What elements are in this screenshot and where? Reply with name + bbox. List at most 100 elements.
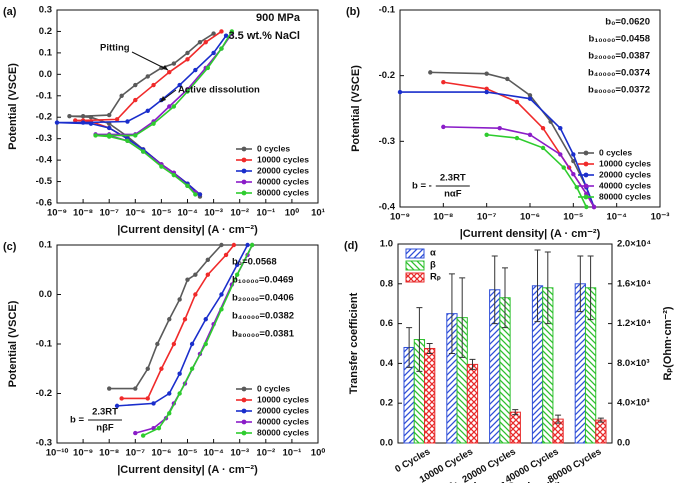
- x-tick-label: 10⁻⁷: [126, 448, 146, 459]
- marker: [185, 57, 190, 62]
- legend-label: 0 cycles: [257, 143, 290, 153]
- x-axis-label: Number of Cycles (N): [449, 481, 561, 483]
- marker: [441, 80, 446, 85]
- x-tick-label: 10⁻⁵: [151, 208, 171, 219]
- x-tick-label: 10⁻²: [256, 448, 275, 459]
- legend-marker: [241, 146, 247, 152]
- marker: [155, 341, 160, 347]
- marker: [514, 135, 520, 141]
- marker: [171, 341, 177, 347]
- marker: [182, 317, 188, 322]
- marker: [185, 183, 190, 189]
- legend-marker: [583, 194, 589, 200]
- marker: [167, 104, 172, 109]
- marker: [591, 204, 597, 210]
- marker: [205, 272, 211, 277]
- marker: [151, 82, 156, 88]
- y-tick-label: -0.2: [379, 70, 395, 81]
- annotation: b₂₀₀₀₀=0.0406: [232, 293, 294, 304]
- marker: [133, 430, 138, 436]
- marker: [193, 192, 198, 197]
- y-tick-label: -0.5: [36, 176, 53, 187]
- x-tick-label: 10⁻⁷: [99, 208, 119, 219]
- bar: [424, 347, 436, 444]
- marker: [203, 317, 208, 322]
- marker: [177, 371, 182, 376]
- x-axis-label: |Current density| (A · cm⁻²): [460, 228, 601, 240]
- marker: [151, 401, 156, 406]
- marker: [167, 69, 172, 75]
- marker: [484, 132, 489, 137]
- marker: [203, 39, 208, 45]
- formula-lhs: b = -: [412, 181, 432, 192]
- y-tick-label: -0.4: [36, 155, 53, 166]
- marker: [234, 272, 240, 277]
- x-tick-label: 10⁻⁴: [607, 212, 628, 223]
- annotation: b₀=0.0620: [605, 17, 650, 28]
- y-tick-label: -0.6: [36, 198, 52, 209]
- marker: [145, 366, 150, 371]
- marker: [193, 292, 198, 297]
- y-tick-label: -0.4: [379, 202, 396, 213]
- marker: [189, 341, 195, 347]
- marker: [114, 403, 120, 409]
- legend-label: β: [430, 260, 436, 271]
- marker: [177, 297, 182, 302]
- marker: [167, 391, 172, 396]
- legend-label: α: [430, 248, 436, 259]
- marker: [584, 204, 589, 210]
- marker: [219, 29, 224, 34]
- marker: [156, 425, 162, 431]
- marker: [223, 252, 229, 258]
- y-axis-label: Potential (VSCE): [350, 65, 362, 152]
- marker: [229, 29, 235, 34]
- legend-label: 20000 cycles: [257, 165, 309, 175]
- marker: [193, 67, 198, 73]
- marker: [197, 39, 203, 45]
- y-tick-label: 0.3: [39, 5, 52, 16]
- marker: [223, 33, 229, 38]
- x-tick-label: 10⁻⁹: [73, 448, 93, 459]
- y-axis-label: Potential (VSCE): [7, 63, 19, 150]
- panel-label: (c): [3, 241, 17, 253]
- y-tick-label: 8.0×10³: [617, 358, 650, 369]
- curve: [75, 30, 222, 196]
- curve: [95, 33, 233, 193]
- marker: [171, 104, 177, 109]
- arrow-head: [160, 96, 166, 102]
- annotation: b₈₀₀₀₀=0.0372: [588, 85, 650, 96]
- y-tick-label: -0.1: [36, 339, 53, 350]
- y-tick-label: 1.6×10⁴: [617, 278, 651, 289]
- y-tick-label: 1.2×10⁴: [617, 318, 651, 329]
- marker: [185, 89, 190, 94]
- y-tick-label: 0.2: [39, 26, 52, 37]
- legend-label: 20000 cycles: [599, 169, 651, 179]
- marker: [219, 46, 224, 51]
- y-tick-label: 2.0×10⁴: [617, 239, 651, 250]
- marker: [145, 108, 150, 113]
- formula-denominator: nαF: [444, 189, 462, 200]
- bar: [509, 411, 521, 444]
- x-tick-label: 10⁻⁷: [477, 212, 497, 223]
- legend-swatch: [405, 272, 425, 283]
- legend-swatch: [405, 260, 425, 271]
- x-tick-label: 10⁻¹: [256, 208, 275, 219]
- arrow-head: [162, 65, 168, 70]
- legend-label: 0 cycles: [257, 383, 290, 393]
- marker: [114, 117, 120, 122]
- legend-label: 10000 cycles: [599, 158, 651, 168]
- y-tick-label: 0.8: [380, 278, 393, 289]
- annotation: Pitting: [100, 43, 130, 54]
- marker: [93, 133, 98, 138]
- marker: [73, 118, 78, 123]
- error-bar: [512, 409, 519, 416]
- marker: [234, 262, 240, 267]
- marker: [203, 341, 208, 347]
- marker: [219, 242, 224, 248]
- marker: [571, 158, 576, 164]
- marker: [140, 149, 146, 154]
- y-tick-label: -0.3: [36, 133, 52, 144]
- legend-marker: [241, 157, 247, 163]
- marker: [189, 366, 195, 371]
